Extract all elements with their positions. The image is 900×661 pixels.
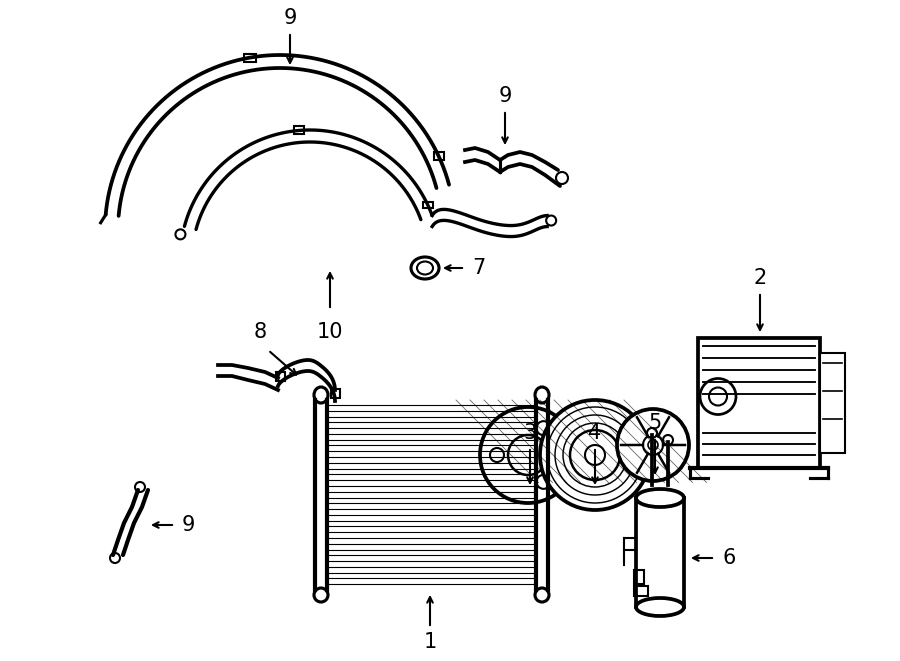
- Text: 1: 1: [423, 632, 436, 652]
- Bar: [698, 338, 820, 468]
- Text: 6: 6: [722, 548, 735, 568]
- Circle shape: [536, 475, 551, 489]
- Circle shape: [700, 379, 736, 414]
- Bar: [634, 570, 644, 584]
- Text: 8: 8: [254, 322, 266, 342]
- Ellipse shape: [535, 387, 549, 403]
- Circle shape: [570, 430, 620, 480]
- Circle shape: [643, 435, 663, 455]
- Circle shape: [490, 448, 504, 462]
- Circle shape: [617, 409, 689, 481]
- Bar: [293, 126, 303, 134]
- Text: 9: 9: [284, 8, 297, 28]
- Bar: [434, 152, 444, 160]
- Bar: [276, 372, 285, 381]
- Ellipse shape: [636, 598, 684, 616]
- Ellipse shape: [314, 387, 328, 403]
- Circle shape: [110, 553, 120, 563]
- Ellipse shape: [636, 489, 684, 507]
- Circle shape: [585, 445, 605, 465]
- Text: 2: 2: [753, 268, 767, 288]
- Circle shape: [508, 435, 548, 475]
- Circle shape: [540, 400, 650, 510]
- Text: 10: 10: [317, 322, 343, 342]
- Bar: [820, 353, 845, 453]
- Text: 4: 4: [589, 423, 601, 443]
- Circle shape: [709, 387, 727, 405]
- Circle shape: [647, 428, 657, 438]
- Circle shape: [536, 421, 551, 435]
- Text: 5: 5: [648, 413, 662, 433]
- Ellipse shape: [314, 588, 328, 602]
- Bar: [331, 389, 340, 398]
- Circle shape: [135, 482, 145, 492]
- Text: 3: 3: [524, 423, 536, 443]
- Bar: [244, 54, 256, 61]
- Circle shape: [663, 435, 673, 445]
- Text: 7: 7: [472, 258, 485, 278]
- Text: 9: 9: [499, 86, 512, 106]
- Circle shape: [480, 407, 576, 503]
- Text: 9: 9: [182, 515, 195, 535]
- Bar: [423, 202, 433, 208]
- Bar: [634, 586, 648, 596]
- Ellipse shape: [535, 588, 549, 602]
- Ellipse shape: [411, 257, 439, 279]
